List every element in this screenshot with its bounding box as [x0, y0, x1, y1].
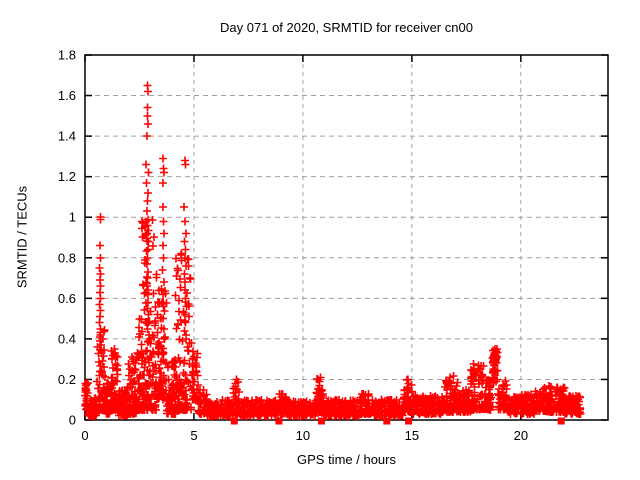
y-tick-label: 1.4	[58, 129, 76, 144]
x-tick-label: 15	[405, 428, 419, 443]
x-tick-label: 20	[514, 428, 528, 443]
x-axis-label: GPS time / hours	[297, 452, 396, 467]
data-point-square	[383, 417, 391, 425]
y-tick-label: 1.2	[58, 169, 76, 184]
chart-title: Day 071 of 2020, SRMTID for receiver cn0…	[220, 20, 473, 35]
y-tick-label: 1.8	[58, 48, 76, 63]
y-tick-label: 0	[69, 413, 76, 428]
x-tick-label: 5	[190, 428, 197, 443]
data-point-square	[405, 417, 413, 425]
data-point-square	[275, 417, 283, 425]
y-tick-label: 1	[69, 210, 76, 225]
data-point-square	[317, 417, 325, 425]
y-tick-label: 0.8	[58, 250, 76, 265]
y-tick-label: 0.2	[58, 372, 76, 387]
x-tick-label: 10	[296, 428, 310, 443]
x-tick-label: 0	[81, 428, 88, 443]
data-point-square	[557, 417, 565, 425]
y-tick-label: 1.6	[58, 88, 76, 103]
data-point-square	[230, 417, 238, 425]
y-tick-label: 0.4	[58, 331, 76, 346]
y-tick-label: 0.6	[58, 291, 76, 306]
data-points-plus	[81, 81, 585, 420]
